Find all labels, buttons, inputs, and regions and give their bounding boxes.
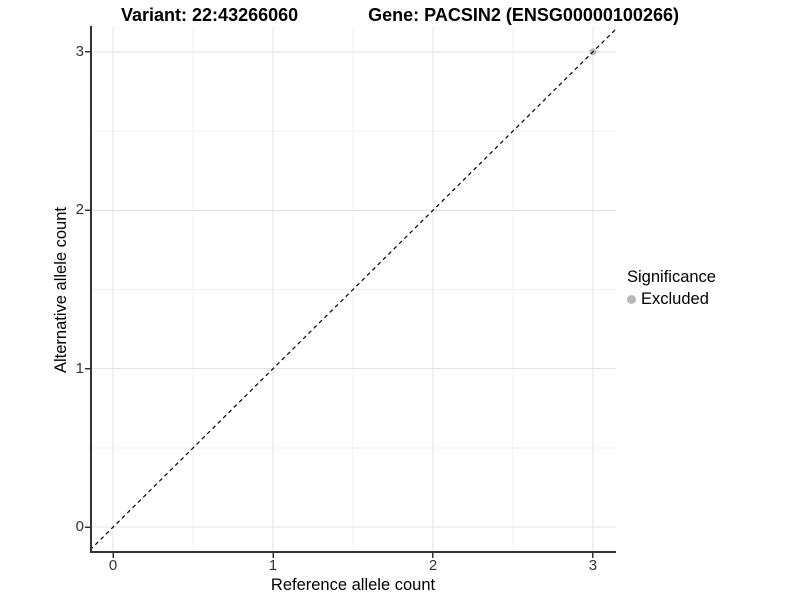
x-axis-title: Reference allele count xyxy=(270,576,436,594)
identity-dashed-line xyxy=(89,28,617,551)
plot-panel-svg xyxy=(85,26,617,558)
legend-item-excluded: Excluded xyxy=(627,290,716,309)
y-axis-title: Alternative allele count xyxy=(52,207,70,374)
x-tick-label: 1 xyxy=(268,557,278,574)
plot-panel xyxy=(85,26,617,558)
plot-title-variant: Variant: 22:43266060 xyxy=(121,5,299,25)
legend-item-label: Excluded xyxy=(641,290,709,308)
x-tick-label: 0 xyxy=(108,557,118,574)
legend-key-dot-excluded xyxy=(627,295,636,304)
plot-title-gene: Gene: PACSIN2 (ENSG00000100266) xyxy=(368,5,679,25)
legend: Significance Excluded xyxy=(627,268,716,309)
x-tick-label: 2 xyxy=(428,557,438,574)
y-tick-label: 1 xyxy=(75,359,84,377)
legend-title: Significance xyxy=(627,268,716,286)
y-tick-label: 0 xyxy=(75,518,84,536)
x-tick-label: 3 xyxy=(588,557,598,574)
plot-title: Variant: 22:43266060 Gene: PACSIN2 (ENSG… xyxy=(0,5,800,26)
y-tick-label: 3 xyxy=(75,42,84,60)
y-tick-label: 2 xyxy=(75,201,84,219)
